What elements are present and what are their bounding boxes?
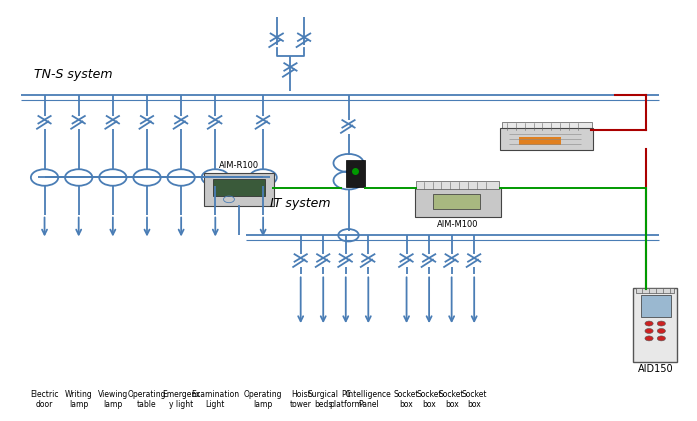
Circle shape — [657, 321, 666, 326]
FancyBboxPatch shape — [641, 295, 671, 317]
FancyBboxPatch shape — [519, 137, 561, 145]
FancyBboxPatch shape — [636, 288, 674, 293]
Text: Socket
box: Socket box — [416, 390, 442, 409]
Text: Socket
box: Socket box — [394, 390, 420, 409]
Text: Operating
table: Operating table — [128, 390, 167, 409]
Text: Socket
box: Socket box — [461, 390, 487, 409]
Text: AIM-R100: AIM-R100 — [219, 161, 259, 170]
FancyBboxPatch shape — [634, 288, 677, 362]
FancyBboxPatch shape — [502, 122, 592, 131]
FancyBboxPatch shape — [204, 173, 274, 206]
Text: AIM-M100: AIM-M100 — [437, 220, 479, 229]
Text: Examination
Light: Examination Light — [191, 390, 239, 409]
Text: Writing
lamp: Writing lamp — [65, 390, 93, 409]
Circle shape — [657, 336, 666, 341]
Text: Emergenc
y light: Emergenc y light — [162, 390, 200, 409]
Text: Operating
lamp: Operating lamp — [244, 390, 282, 409]
Text: TN-S system: TN-S system — [34, 67, 113, 80]
Circle shape — [645, 321, 653, 326]
FancyBboxPatch shape — [433, 195, 480, 209]
FancyBboxPatch shape — [346, 160, 365, 187]
FancyBboxPatch shape — [213, 179, 265, 196]
FancyBboxPatch shape — [415, 188, 501, 217]
Text: Socket
box: Socket box — [439, 390, 464, 409]
Circle shape — [657, 328, 666, 333]
FancyBboxPatch shape — [416, 181, 500, 189]
Text: IT system: IT system — [270, 197, 330, 210]
Circle shape — [645, 336, 653, 341]
Text: Intelligence
Panel: Intelligence Panel — [346, 390, 391, 409]
FancyBboxPatch shape — [500, 128, 593, 150]
Text: Surgical
beds: Surgical beds — [308, 390, 339, 409]
Text: Hoist
tower: Hoist tower — [290, 390, 312, 409]
Text: Viewing
lamp: Viewing lamp — [98, 390, 128, 409]
Text: PC
platform: PC platform — [329, 390, 362, 409]
Circle shape — [645, 328, 653, 333]
Text: Electric
door: Electric door — [30, 390, 59, 409]
Text: AID150: AID150 — [638, 365, 674, 374]
